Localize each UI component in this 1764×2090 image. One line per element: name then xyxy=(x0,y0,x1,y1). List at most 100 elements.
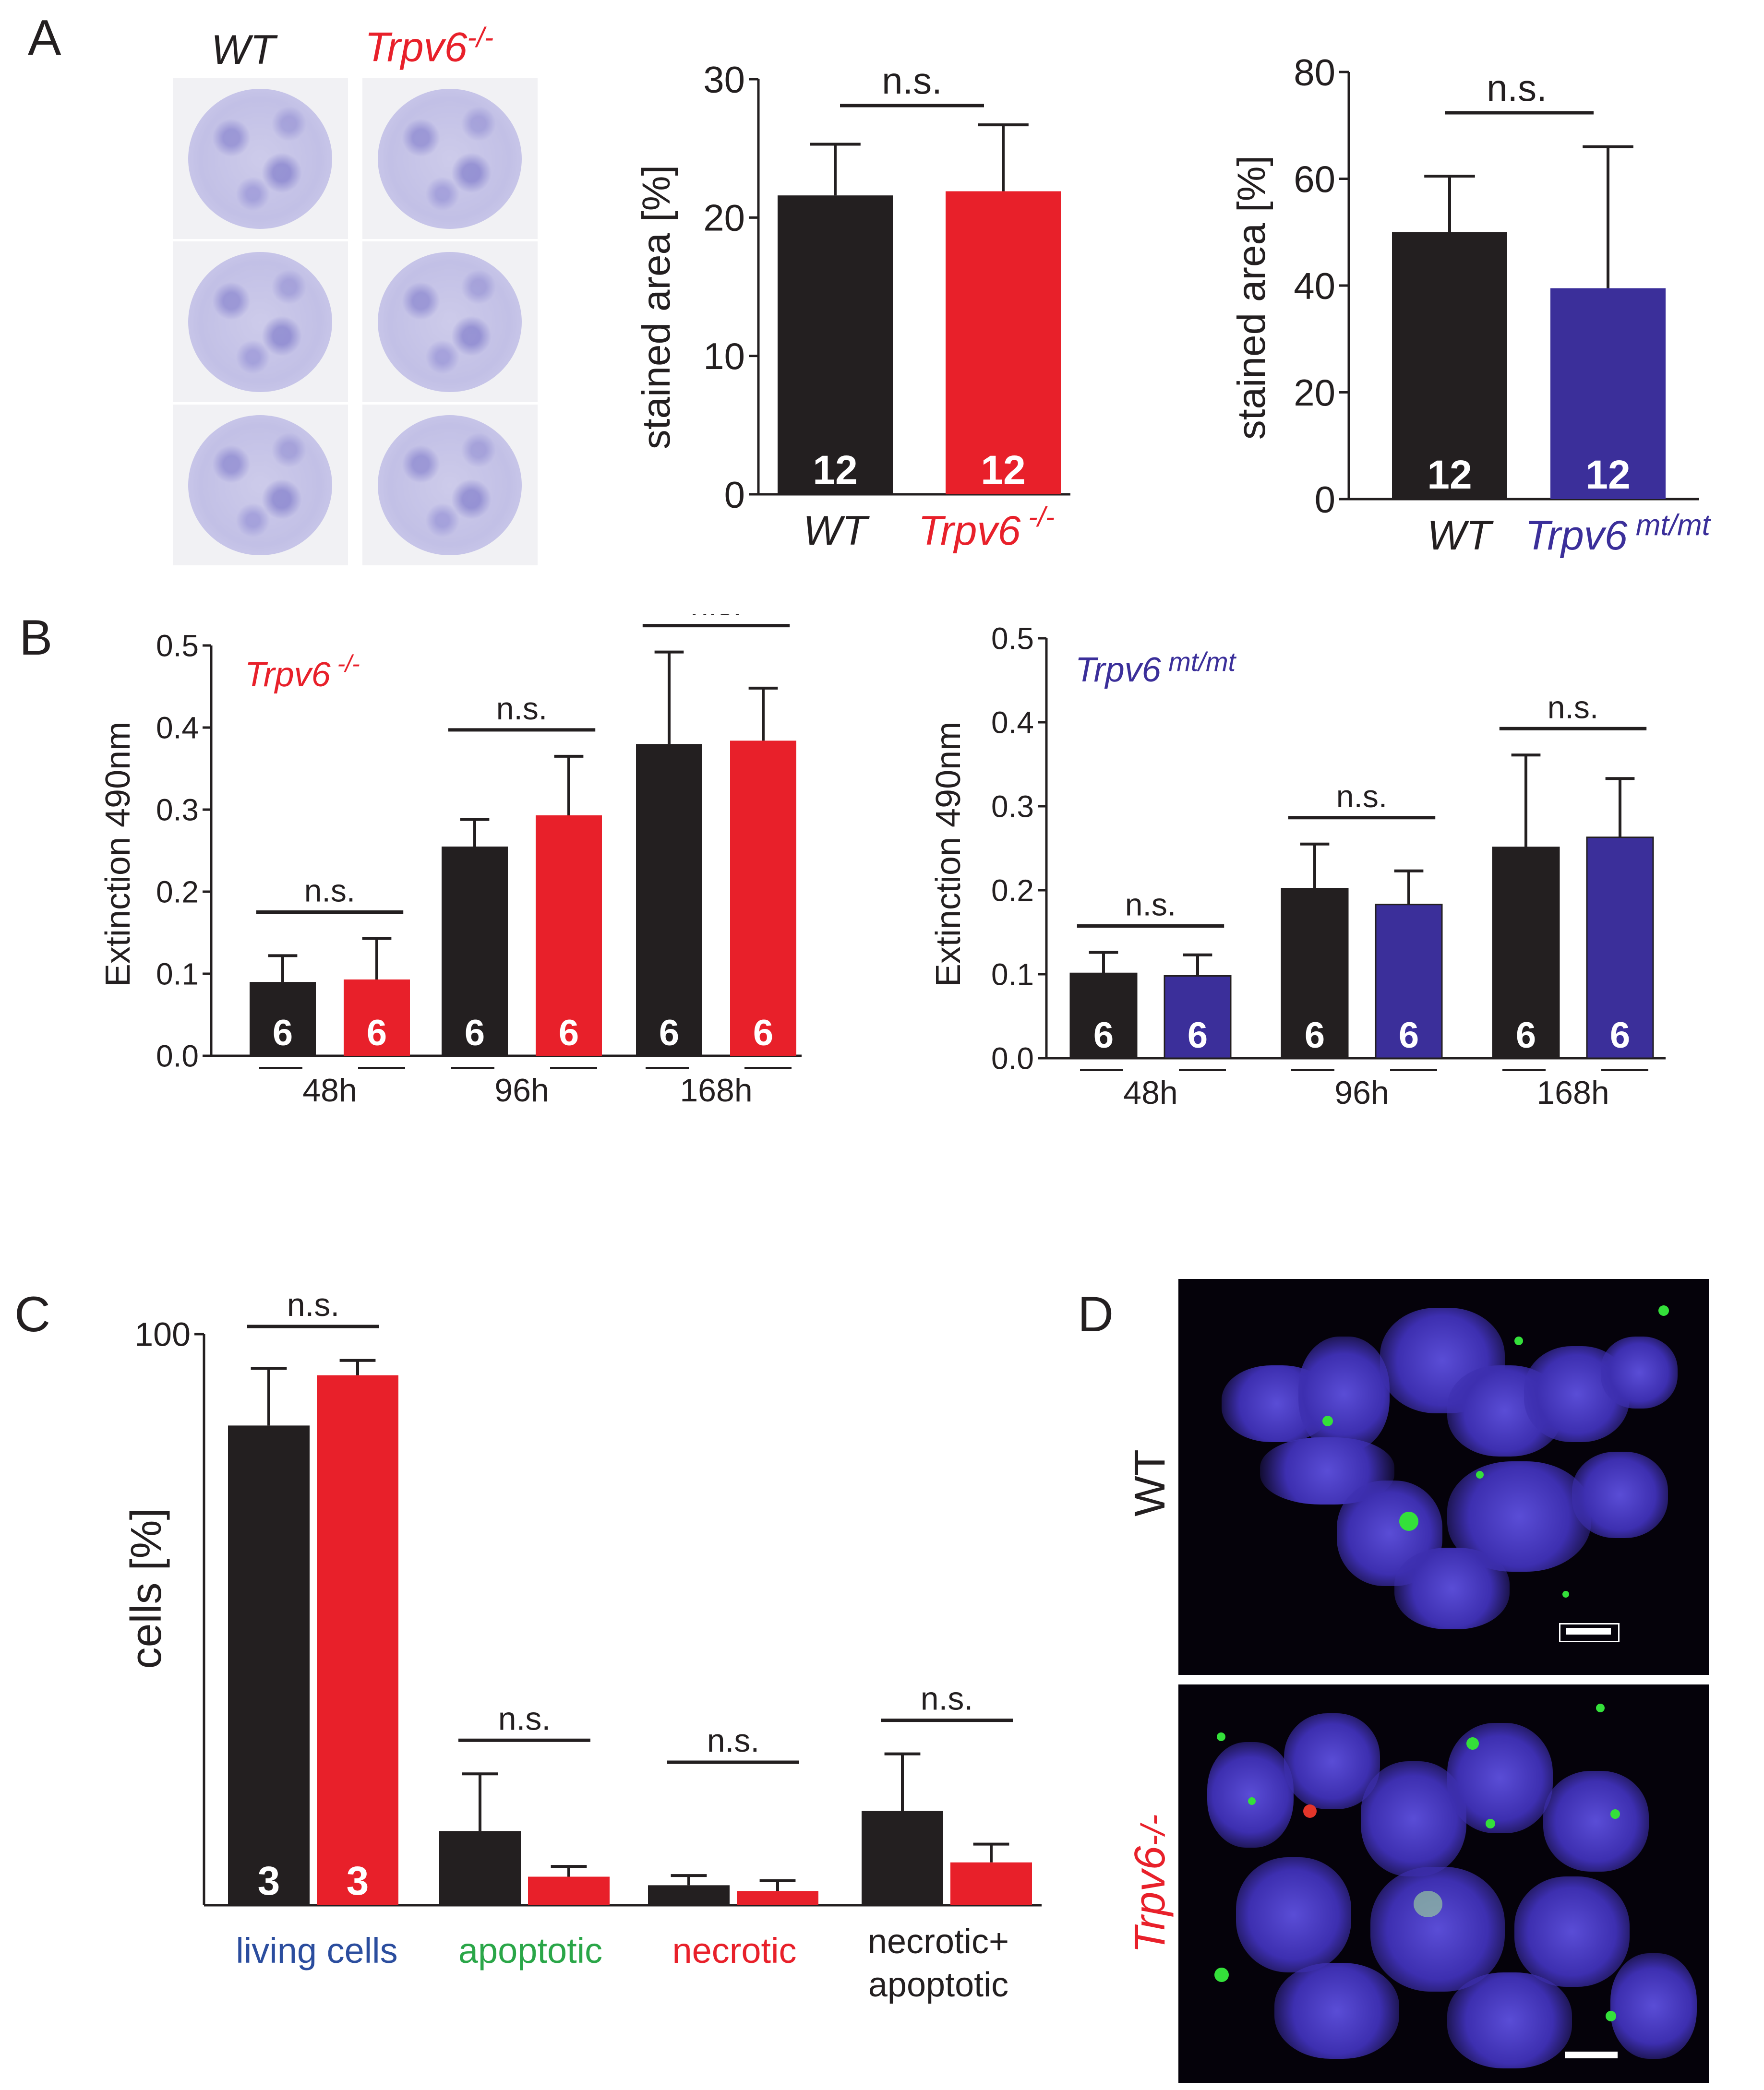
micro-label-ko-text: Trpv6 xyxy=(1126,1846,1174,1953)
y-tick-label: 0.5 xyxy=(156,628,199,663)
bar xyxy=(528,1876,610,1905)
n-label: 6 xyxy=(1305,1015,1325,1056)
micro-label-ko-sup: -/- xyxy=(1134,1814,1172,1846)
y-tick-label: 0 xyxy=(724,473,745,515)
bar xyxy=(439,1831,521,1905)
chart-b2: Extinction 490nm Trpv6 mt/mt 0.0 0.1 0.2 0.… xyxy=(929,621,1666,1111)
bar xyxy=(1164,975,1232,1059)
legend-mt: Trpv6 mt/mt xyxy=(1075,646,1237,689)
n-label: 12 xyxy=(981,447,1025,492)
n-label: 6 xyxy=(367,1013,387,1053)
y-tick-label: 20 xyxy=(703,197,745,239)
chart-c: cells [%] 100 3 3 n.s. n.s. n.s. n.s. living … xyxy=(122,1287,1042,2004)
sig-label: n.s. xyxy=(1548,689,1598,725)
category-ko: Trpv6 -/- xyxy=(918,502,1055,554)
micro-image-ko xyxy=(1178,1684,1709,2083)
panel-letter-a: A xyxy=(28,10,61,66)
n-label: 6 xyxy=(659,1013,679,1053)
bar xyxy=(636,744,702,1056)
plate-label-ko: Trpv6-/- xyxy=(365,22,493,72)
n-label: 6 xyxy=(465,1013,485,1053)
ylabel: Extinction 490nm xyxy=(929,722,968,987)
bar xyxy=(1392,232,1507,499)
y-tick-label: 100 xyxy=(134,1316,191,1353)
sig-label: n.s. xyxy=(1336,778,1387,814)
x-category-label: 96h xyxy=(494,1072,549,1109)
chart-a1: stained area [%] 0 10 20 30 12 12 n.s. WT Tr… xyxy=(635,58,1070,554)
y-tick-label: 0.1 xyxy=(156,956,199,991)
bar xyxy=(778,195,893,494)
bar xyxy=(730,740,796,1056)
n-label: 6 xyxy=(1188,1015,1208,1056)
n-label: 6 xyxy=(559,1013,579,1053)
bar xyxy=(1550,288,1666,499)
bar xyxy=(344,979,410,1056)
sig-label: n.s. xyxy=(498,1700,551,1737)
n-label: 6 xyxy=(1610,1015,1630,1056)
sig-label: n.s. xyxy=(691,614,742,622)
x-category-label: 48h xyxy=(302,1072,357,1109)
y-tick-label: 80 xyxy=(1294,51,1335,93)
bar xyxy=(1586,836,1654,1059)
category-living: living cells xyxy=(236,1931,397,1971)
category-wt: WT xyxy=(803,508,870,554)
y-tick-label: 30 xyxy=(703,58,745,100)
sig-label: n.s. xyxy=(921,1681,973,1717)
y-tick-label: 0.5 xyxy=(991,621,1034,656)
y-tick-label: 0.3 xyxy=(991,789,1034,824)
n-label: 6 xyxy=(1516,1015,1536,1056)
n-label: 3 xyxy=(258,1858,280,1903)
sig-label: n.s. xyxy=(1487,67,1547,109)
x-category-label: 168h xyxy=(1536,1075,1609,1111)
y-tick-label: 0.2 xyxy=(991,873,1034,908)
panel-letter-c: C xyxy=(14,1287,51,1342)
bar xyxy=(737,1891,818,1905)
scale-bar xyxy=(1566,1628,1611,1635)
y-tick-label: 0.1 xyxy=(991,957,1034,991)
legend-ko: Trpv6 -/- xyxy=(245,650,360,694)
micro-label-wt: WT xyxy=(1126,1449,1174,1517)
bar xyxy=(1492,847,1560,1059)
sig-label: n.s. xyxy=(287,1287,340,1323)
bar xyxy=(1069,972,1138,1059)
n-label: 12 xyxy=(813,447,857,492)
y-tick-label: 0.4 xyxy=(156,710,199,745)
bar xyxy=(946,191,1061,494)
category-necrotic: necrotic xyxy=(672,1931,796,1971)
category-mt: Trpv6 mt/mt xyxy=(1525,509,1711,559)
n-label: 12 xyxy=(1585,452,1630,497)
y-tick-label: 0.0 xyxy=(991,1041,1034,1075)
plate-image-wt-2 xyxy=(173,241,348,402)
bar xyxy=(250,982,316,1056)
y-tick-label: 0 xyxy=(1315,478,1335,520)
category-apoptotic: apoptotic xyxy=(458,1931,602,1971)
y-tick-label: 0.0 xyxy=(156,1039,199,1073)
category-wt: WT xyxy=(1427,513,1494,559)
plate-label-ko-sup: -/- xyxy=(467,22,494,53)
bar xyxy=(442,846,508,1056)
ylabel: Extinction 490nm xyxy=(99,722,137,987)
sig-label: n.s. xyxy=(1125,887,1176,922)
y-tick-label: 20 xyxy=(1294,371,1335,414)
x-category-label: 48h xyxy=(1123,1075,1177,1111)
n-label: 6 xyxy=(1399,1015,1419,1056)
plate-image-wt-1 xyxy=(173,78,348,239)
sig-label: n.s. xyxy=(882,60,942,102)
plate-label-wt: WT xyxy=(211,27,276,73)
n-label: 12 xyxy=(1427,452,1472,497)
panel-letter-b: B xyxy=(19,610,53,666)
ylabel: cells [%] xyxy=(122,1508,170,1669)
bar xyxy=(317,1375,398,1905)
sig-label: n.s. xyxy=(496,691,547,726)
x-category-label: 96h xyxy=(1334,1075,1389,1111)
bar xyxy=(228,1425,310,1905)
scale-bar xyxy=(1565,2052,1618,2058)
y-tick-label: 40 xyxy=(1294,264,1335,307)
bar xyxy=(648,1885,730,1905)
y-tick-label: 0.2 xyxy=(156,874,199,909)
plate-image-wt-3 xyxy=(173,405,348,565)
micro-image-wt xyxy=(1178,1279,1709,1675)
ylabel: stained area [%] xyxy=(1230,155,1273,440)
bar xyxy=(950,1862,1032,1905)
